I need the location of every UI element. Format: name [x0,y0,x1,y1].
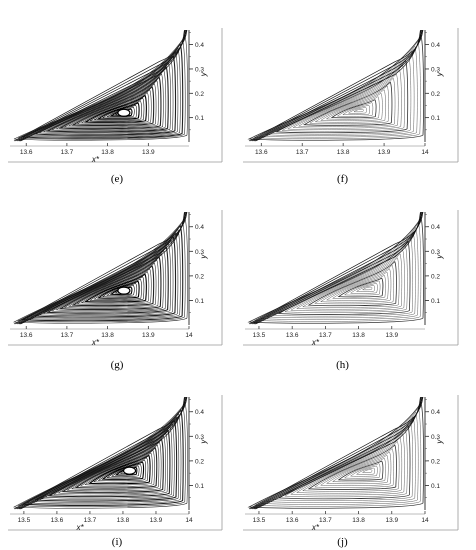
x-tick-label: 14 [421,149,429,156]
y-tick-label: 0.2 [431,458,440,465]
panel-caption: (h) [336,359,349,371]
y-tick-label: 0.4 [431,224,440,231]
x-tick-label: 13.9 [150,517,163,524]
streamlines [249,36,424,140]
panel-caption: (e) [111,173,124,185]
y-tick-label: 0.4 [431,42,440,49]
x-tick-label: 13.9 [378,149,391,156]
boundary-streamline [249,397,423,509]
y-tick-label: 0.1 [195,298,204,305]
y-tick-label: 0.1 [431,298,440,305]
boundary-streamline [251,30,423,141]
streamline [63,439,163,492]
x-axis-label: x* [311,523,320,532]
streamline [315,449,394,488]
streamlines [14,403,188,508]
y-tick-label: 0.2 [195,458,204,465]
y-tick-label: 0.1 [195,115,204,122]
x-tick-label: 14 [185,517,193,524]
y-tick-label: 0.2 [195,91,204,98]
x-tick-label: 13.6 [20,149,33,156]
boundary-streamlines [249,30,423,141]
x-tick-label: 13.8 [117,517,130,524]
x-tick-label: 13.7 [84,517,97,524]
x-tick-label: 13.7 [319,517,332,524]
y-tick-label: 0.4 [195,409,204,416]
boundary-streamlines [249,397,423,509]
panel-e: 0.10.20.30.4y13.6 13.7 13.8 13.9x*(e) [8,28,222,185]
x-tick-label: 13.9 [142,332,155,339]
y-tick-label: 0.2 [431,91,440,98]
streamlines [249,218,424,323]
panel-caption: (j) [337,536,348,548]
streamline [14,218,188,323]
panel-f: 0.10.20.30.4y13.6 13.7 13.8 13.9 14(f) [243,28,458,185]
x-tick-label: 13.6 [51,517,64,524]
x-tick-label: 13.5 [253,517,266,524]
vortex-core [118,109,130,116]
y-tick-label: 0.4 [195,42,204,49]
x-tick-label: 13.8 [352,332,365,339]
x-tick-label: 13.9 [385,517,398,524]
x-tick-label: 13.7 [61,332,74,339]
x-tick-label: 13.8 [101,332,114,339]
y-tick-label: 0.1 [195,483,204,490]
y-tick-label: 0.1 [431,115,440,122]
vortex-core [118,287,130,294]
boundary-streamline [252,30,422,141]
panel-i: 0.10.20.30.4y13.5 13.6 13.7 13.8 13.9 14x*(i) [8,395,222,548]
x-tick-label: 13.8 [337,149,350,156]
x-tick-label: 13.9 [142,149,155,156]
y-tick-label: 0.4 [195,224,204,231]
streamline [23,44,183,138]
streamlines [14,36,188,140]
vortex-core [124,467,136,474]
y-tick-label: 0.4 [431,409,440,416]
boundary-streamline [249,30,423,141]
y-tick-label: 0.2 [431,273,440,280]
streamline [249,36,424,140]
panel-h: 0.1 0.2 0.3 0.4 y 13.5 13.6 13.7 13.8 13.9 x* (h) [243,210,458,371]
x-tick-label: 13.5 [18,517,31,524]
x-tick-label: 13.6 [20,332,33,339]
panel-j: 0.1 0.2 0.3 0.4 y 13.5 13.6 13.7 13.8 13.9 14 x* (j) [243,395,458,548]
panel-g: 0.10.20.30.4y13.6 13.7 13.8 13.9 14x*(g) [8,210,222,371]
x-tick-label: 13.6 [255,149,268,156]
x-tick-label: 13.5 [253,332,266,339]
streamlines [14,218,188,323]
x-tick-label: 13.7 [296,149,309,156]
y-tick-label: 0.1 [431,483,440,490]
x-tick-label: 13.7 [319,332,332,339]
x-tick-label: 13.7 [61,149,74,156]
boundary-streamline [254,30,421,141]
panel-caption: (g) [111,359,124,371]
x-axis-label: x* [91,338,100,347]
x-axis-label: x* [75,523,84,532]
x-tick-label: 13.8 [101,149,114,156]
x-axis-label: x* [91,155,100,164]
panel-caption: (i) [112,536,123,548]
x-tick-label: 14 [421,517,429,524]
x-tick-label: 13.6 [286,332,299,339]
x-tick-label: 13.9 [385,332,398,339]
x-tick-label: 13.6 [286,517,299,524]
x-tick-label: 14 [185,332,193,339]
x-tick-label: 13.8 [352,517,365,524]
y-tick-label: 0.2 [195,273,204,280]
streamlines [249,403,424,508]
x-axis-label: x* [311,338,320,347]
panel-caption: (f) [337,173,348,185]
streamline [249,403,424,508]
